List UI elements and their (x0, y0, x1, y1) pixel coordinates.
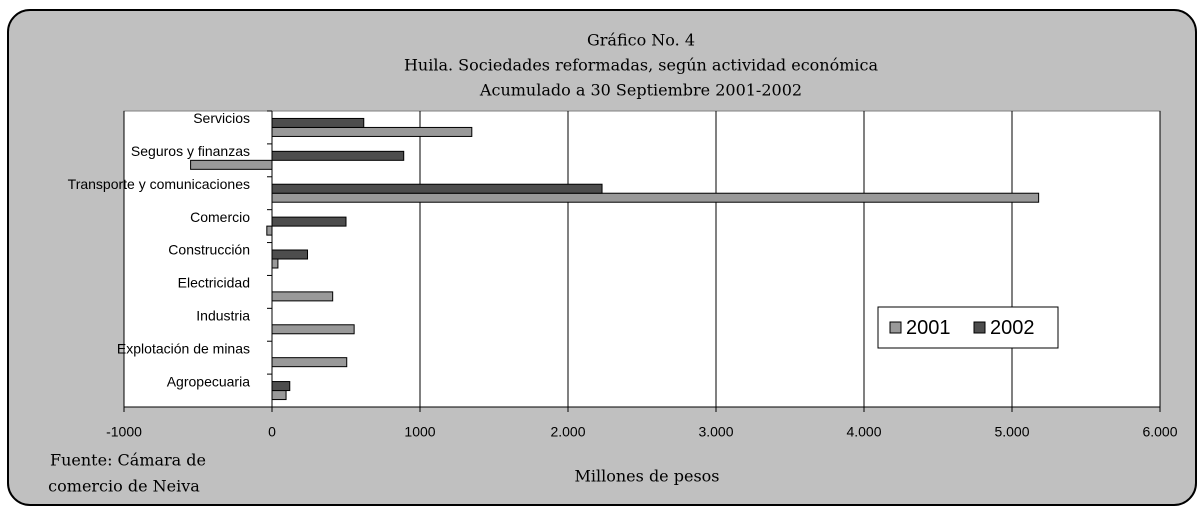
bar (271, 258, 279, 269)
bar (271, 117, 365, 128)
y-tick-label: Explotación de minas (117, 340, 250, 356)
legend-label: 2001 (906, 317, 951, 339)
source-note: Fuente: Cámara de (50, 451, 206, 470)
bar (271, 249, 309, 260)
x-tick-label: 4.000 (846, 424, 881, 440)
y-tick-label: Electricidad (178, 275, 250, 291)
bar (190, 159, 273, 170)
chart-title: Gráfico No. 4 (587, 31, 695, 50)
x-axis-label: Millones de pesos (575, 467, 720, 486)
bar (271, 357, 348, 368)
bar (271, 192, 1040, 203)
chart-subtitle: Huila. Sociedades reformadas, según acti… (404, 56, 879, 75)
x-tick-label: 5.000 (994, 424, 1029, 440)
y-tick-label: Construcción (168, 242, 250, 258)
x-tick-label: -1000 (106, 424, 142, 440)
y-tick-label: Seguros y finanzas (131, 143, 250, 159)
legend-swatch (973, 321, 986, 334)
legend-swatch (889, 321, 902, 334)
bar (271, 150, 405, 161)
y-tick-label: Transporte y comunicaciones (68, 176, 250, 192)
chart-subtitle: Acumulado a 30 Septiembre 2001-2002 (479, 81, 802, 100)
x-tick-label: 1000 (404, 424, 435, 440)
bar (271, 324, 355, 335)
x-tick-label: 0 (268, 424, 276, 440)
legend-box (877, 306, 1059, 349)
y-tick-label: Comercio (190, 209, 250, 225)
legend-label: 2002 (990, 317, 1035, 339)
bar (271, 381, 291, 392)
x-tick-label: 3.000 (698, 424, 733, 440)
x-tick-label: 2.000 (550, 424, 585, 440)
y-tick-label: Agropecuaria (167, 373, 250, 389)
y-tick-label: Servicios (193, 110, 250, 126)
bar (271, 390, 287, 401)
bar (271, 291, 334, 302)
bar (271, 126, 473, 137)
y-tick-label: Industria (196, 307, 250, 323)
source-note: comercio de Neiva (48, 477, 200, 496)
x-tick-label: 6.000 (1142, 424, 1177, 440)
bar (271, 183, 603, 194)
bar (271, 216, 347, 227)
bar (266, 225, 273, 236)
